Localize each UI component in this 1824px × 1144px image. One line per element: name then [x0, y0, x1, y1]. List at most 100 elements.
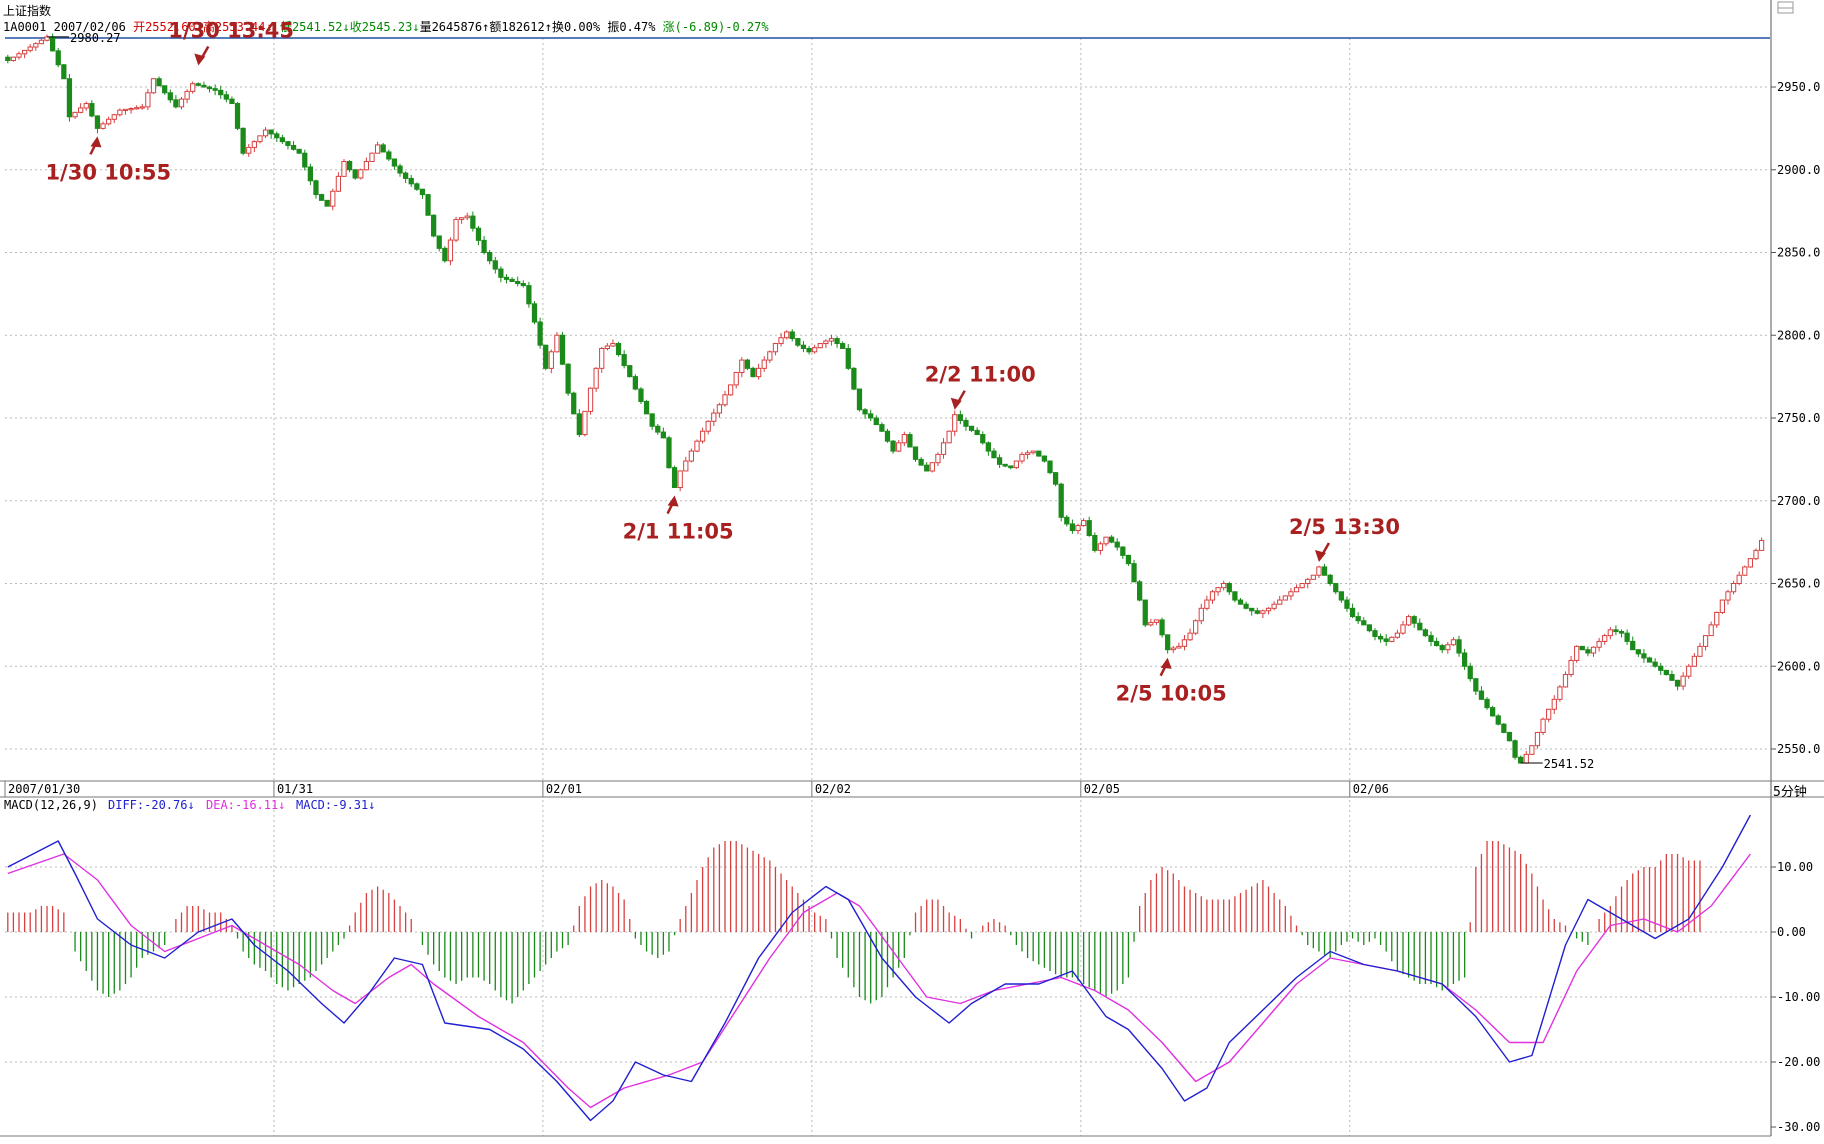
candle-body[interactable] [83, 103, 89, 109]
candle-body[interactable] [128, 108, 134, 111]
candle-body[interactable] [1400, 624, 1406, 634]
candle-body[interactable] [240, 127, 246, 154]
candle-body[interactable] [1450, 639, 1457, 646]
candle-body[interactable] [206, 86, 213, 90]
candle-body[interactable] [851, 367, 857, 390]
candle-body[interactable] [296, 148, 302, 154]
candle-body[interactable] [615, 343, 622, 356]
candle-body[interactable] [929, 462, 935, 472]
candle-body[interactable] [1232, 591, 1238, 601]
candle-body[interactable] [246, 146, 252, 154]
candle-body[interactable] [1024, 452, 1031, 455]
candle-body[interactable] [1271, 603, 1277, 609]
candle-body[interactable] [632, 376, 638, 390]
candle-body[interactable] [402, 172, 409, 179]
candle-body[interactable] [1433, 640, 1440, 647]
candle-body[interactable] [1187, 632, 1193, 641]
candle-body[interactable] [285, 141, 291, 146]
candle-body[interactable] [1484, 698, 1490, 709]
candle-body[interactable] [1097, 543, 1104, 551]
candle-body[interactable] [991, 450, 997, 459]
candle-body[interactable] [1646, 657, 1653, 663]
candle-body[interactable] [1170, 647, 1176, 651]
candle-body[interactable] [1355, 616, 1361, 622]
candle-body[interactable] [1630, 640, 1636, 651]
candle-body[interactable] [739, 359, 745, 373]
candle-body[interactable] [767, 351, 773, 361]
candle-body[interactable] [1730, 583, 1737, 593]
candle-body[interactable] [924, 464, 930, 472]
candle-body[interactable] [789, 331, 795, 340]
candle-body[interactable] [223, 94, 229, 100]
candle-body[interactable] [290, 144, 297, 150]
candle-body[interactable] [744, 359, 751, 369]
candle-body[interactable] [784, 331, 790, 339]
candle-body[interactable] [727, 384, 734, 396]
candle-body[interactable] [755, 367, 762, 378]
candle-body[interactable] [21, 49, 28, 55]
candle-body[interactable] [442, 247, 448, 262]
candle-body[interactable] [1176, 645, 1182, 649]
candle-body[interactable] [1237, 599, 1244, 605]
candle-body[interactable] [1282, 595, 1288, 601]
candle-body[interactable] [1114, 541, 1120, 548]
candle-body[interactable] [346, 160, 353, 171]
candle-body[interactable] [800, 344, 807, 349]
candle-body[interactable] [1086, 520, 1092, 537]
candle-body[interactable] [5, 56, 11, 62]
candle-body[interactable] [1534, 731, 1541, 747]
candle-body[interactable] [526, 285, 532, 305]
candle-body[interactable] [302, 152, 308, 168]
candle-body[interactable] [1445, 644, 1451, 651]
candle-body[interactable] [559, 334, 566, 365]
candle-body[interactable] [761, 359, 767, 369]
candle-body[interactable] [1142, 599, 1148, 626]
candle-body[interactable] [1377, 635, 1384, 640]
candle-body[interactable] [1506, 731, 1513, 742]
candle-body[interactable] [980, 434, 986, 444]
candle-body[interactable] [1204, 599, 1210, 609]
candle-body[interactable] [313, 180, 319, 196]
candle-body[interactable] [890, 440, 896, 452]
candle-body[interactable] [705, 420, 711, 432]
candle-body[interactable] [1310, 574, 1316, 580]
candle-body[interactable] [49, 36, 56, 52]
candle-body[interactable] [1456, 639, 1462, 654]
candle-body[interactable] [1137, 581, 1143, 601]
candle-body[interactable] [722, 394, 728, 406]
candle-body[interactable] [156, 78, 162, 87]
candle-body[interactable] [1478, 690, 1485, 700]
candle-body[interactable] [996, 457, 1003, 465]
candle-body[interactable] [1674, 679, 1681, 687]
candle-body[interactable] [1697, 645, 1703, 657]
candle-body[interactable] [184, 90, 190, 100]
candle-body[interactable] [1108, 536, 1115, 543]
candle-body[interactable] [1036, 450, 1042, 457]
candle-body[interactable] [1613, 629, 1619, 632]
candle-body[interactable] [145, 92, 151, 108]
candle-body[interactable] [957, 414, 963, 421]
candle-body[interactable] [1075, 525, 1081, 532]
candle-body[interactable] [940, 442, 947, 455]
candle-body[interactable] [1092, 535, 1098, 551]
candle-body[interactable] [716, 404, 723, 414]
candle-body[interactable] [1193, 620, 1199, 634]
candle-body[interactable] [173, 99, 179, 108]
candle-body[interactable] [531, 303, 538, 323]
candle-body[interactable] [593, 367, 599, 389]
candle-body[interactable] [1736, 574, 1742, 584]
candle-body[interactable] [324, 199, 330, 207]
candle-body[interactable] [1058, 483, 1064, 518]
candle-body[interactable] [985, 442, 991, 452]
candle-body[interactable] [1501, 723, 1507, 733]
candle-body[interactable] [1428, 635, 1434, 642]
candle-body[interactable] [1299, 583, 1305, 589]
candle-body[interactable] [274, 133, 280, 139]
candle-body[interactable] [475, 227, 482, 241]
candle-body[interactable] [1557, 686, 1563, 700]
candle-body[interactable] [1658, 665, 1664, 671]
candle-body[interactable] [1725, 591, 1731, 601]
candle-body[interactable] [1579, 645, 1585, 651]
candle-body[interactable] [1747, 558, 1754, 568]
candle-body[interactable] [1125, 554, 1132, 565]
